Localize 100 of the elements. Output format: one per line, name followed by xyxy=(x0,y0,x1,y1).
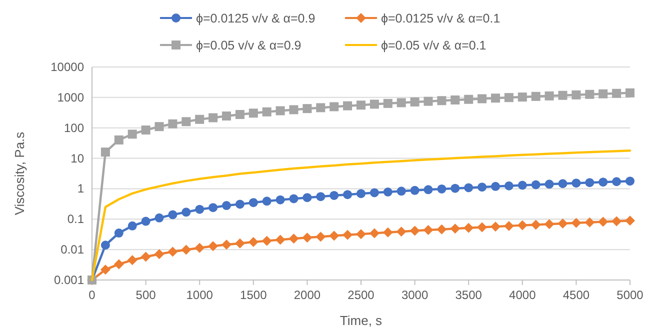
x-tick-label: 500 xyxy=(136,288,156,302)
point xyxy=(490,222,500,232)
point xyxy=(168,246,178,257)
point xyxy=(612,88,622,98)
point xyxy=(154,122,164,132)
point xyxy=(302,232,312,243)
point xyxy=(598,216,608,227)
point xyxy=(248,108,258,118)
point xyxy=(275,234,286,245)
point xyxy=(302,104,312,114)
point xyxy=(127,255,138,266)
point xyxy=(410,226,420,236)
point xyxy=(140,252,151,262)
point xyxy=(504,181,514,190)
point xyxy=(276,195,285,204)
point xyxy=(396,98,406,108)
point xyxy=(356,229,366,240)
point xyxy=(478,182,487,192)
point xyxy=(558,179,568,188)
point xyxy=(114,135,124,144)
x-tick-label: 1000 xyxy=(186,288,214,302)
point xyxy=(518,180,527,190)
point xyxy=(464,183,474,192)
x-tick-label: 5000 xyxy=(616,288,644,302)
point xyxy=(491,182,500,191)
point xyxy=(154,249,164,260)
point xyxy=(370,188,379,198)
point xyxy=(626,176,634,186)
point xyxy=(558,90,568,100)
point xyxy=(584,217,595,228)
point xyxy=(464,222,474,233)
point xyxy=(343,190,352,200)
point xyxy=(437,96,446,106)
point xyxy=(248,237,258,248)
point xyxy=(235,110,244,119)
point xyxy=(330,102,339,112)
point xyxy=(342,230,353,240)
point xyxy=(168,119,178,128)
point xyxy=(450,95,460,104)
point xyxy=(208,241,218,252)
point xyxy=(517,220,528,230)
point xyxy=(128,130,137,139)
point xyxy=(100,264,110,275)
y-tick-label: 100 xyxy=(64,120,84,135)
point xyxy=(477,222,488,232)
x-tick-label: 2500 xyxy=(348,288,375,302)
point xyxy=(504,93,514,102)
y-tick-label: 1000 xyxy=(57,90,84,104)
x-tick-label: 4500 xyxy=(562,288,590,302)
point xyxy=(222,201,231,210)
point xyxy=(222,240,232,250)
point xyxy=(450,184,460,193)
point xyxy=(612,177,622,186)
point xyxy=(396,186,406,196)
point xyxy=(383,98,392,108)
point xyxy=(571,218,582,228)
point xyxy=(531,92,540,101)
point xyxy=(195,204,204,214)
point xyxy=(598,178,608,187)
y-tick-label: 0.1 xyxy=(67,212,84,226)
point xyxy=(100,240,110,250)
point xyxy=(154,213,164,222)
point xyxy=(410,97,420,106)
point xyxy=(208,113,218,122)
x-tick-label: 2000 xyxy=(294,288,321,302)
point xyxy=(234,238,245,248)
point xyxy=(382,227,393,238)
y-tick-label: 10 xyxy=(70,151,84,166)
point xyxy=(114,259,124,270)
point xyxy=(530,220,541,230)
y-axis-title: Viscosity, Pa.s xyxy=(12,131,27,216)
point xyxy=(369,228,380,238)
point xyxy=(491,94,500,103)
point xyxy=(141,126,150,135)
point xyxy=(100,148,110,157)
point xyxy=(625,216,635,226)
point xyxy=(182,117,191,126)
point xyxy=(262,196,272,206)
x-tick-label: 1500 xyxy=(240,288,268,302)
point xyxy=(262,107,272,116)
point xyxy=(585,90,594,99)
point xyxy=(316,192,326,202)
legend-label: ϕ=0.05 v/v & α=0.9 xyxy=(196,38,302,52)
point xyxy=(128,221,137,230)
point xyxy=(289,105,298,114)
x-tick-label: 3500 xyxy=(455,288,482,302)
point xyxy=(289,194,298,204)
x-axis-title: Time, s xyxy=(340,313,383,328)
point xyxy=(114,228,124,238)
point xyxy=(626,88,634,98)
point xyxy=(168,210,178,220)
point xyxy=(436,224,447,234)
point xyxy=(544,180,554,189)
point xyxy=(558,218,568,228)
y-tick-label: 10000 xyxy=(50,60,84,74)
point xyxy=(410,186,420,195)
point xyxy=(396,226,406,237)
point xyxy=(544,219,554,230)
point xyxy=(222,112,231,121)
point xyxy=(598,89,608,98)
